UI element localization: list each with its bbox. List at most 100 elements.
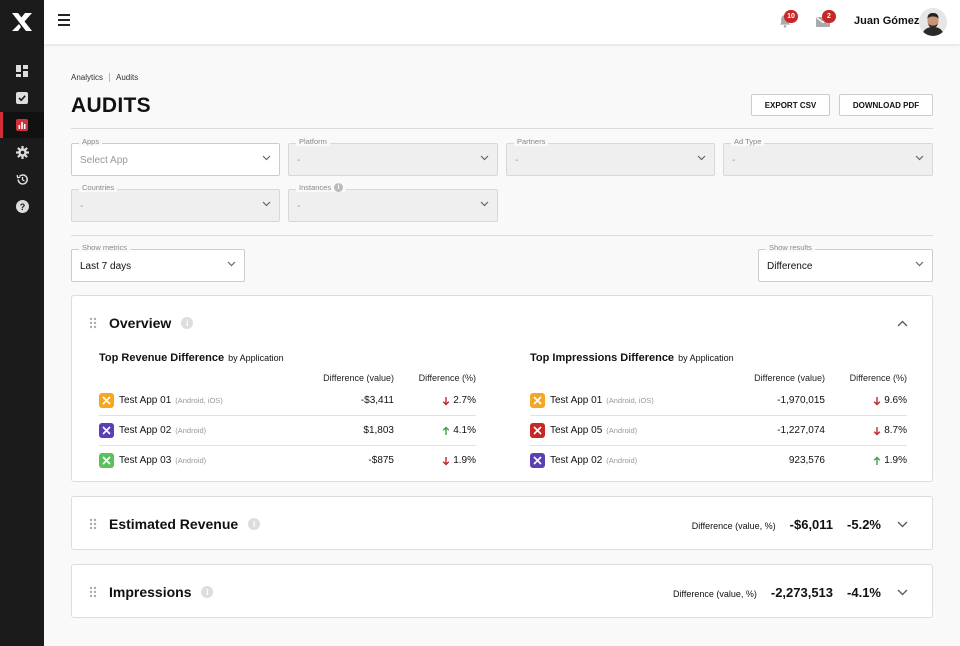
- app-name[interactable]: Test App 02 (Android): [119, 425, 206, 436]
- pct-text: 9.6%: [884, 395, 907, 406]
- summary-pct: -5.2%: [847, 517, 881, 532]
- top-impressions-title: Top Impressions Difference: [530, 352, 675, 364]
- partners-select: Partners -: [506, 137, 715, 176]
- info-icon[interactable]: i: [201, 586, 214, 598]
- download-pdf-button[interactable]: DOWNLOAD PDF: [839, 94, 933, 116]
- app-platform: (Android, iOS): [175, 396, 223, 405]
- summary-value: -$6,011: [789, 517, 834, 532]
- sidebar-item-settings[interactable]: [0, 139, 44, 165]
- difference-value: -1,970,015: [777, 395, 825, 406]
- export-csv-button[interactable]: EXPORT CSV: [751, 94, 830, 116]
- platform-label: Platform: [296, 137, 330, 146]
- arrow-up-icon: [873, 456, 881, 465]
- app-name[interactable]: Test App 01 (Android, iOS): [550, 395, 654, 406]
- chevron-down-icon: [697, 155, 706, 161]
- breadcrumb-analytics[interactable]: Analytics: [71, 73, 104, 82]
- drag-handle-icon[interactable]: [89, 518, 97, 530]
- sidebar-item-analytics[interactable]: [0, 112, 44, 138]
- apps-select[interactable]: Apps Select App: [71, 137, 280, 176]
- messages-button[interactable]: 2: [816, 10, 836, 30]
- top-revenue-title: Top Revenue Difference: [99, 352, 225, 364]
- sidebar-item-dashboard[interactable]: [0, 58, 44, 84]
- difference-value: -$3,411: [360, 395, 394, 406]
- impressions-summary: Difference (value, %) -2,273,513 -4.1%: [673, 585, 881, 600]
- show-metrics-label: Show metrics: [79, 243, 131, 252]
- app-title: Test App 05: [550, 425, 603, 436]
- brand-logo[interactable]: [0, 0, 44, 44]
- chevron-down-icon: [480, 155, 489, 161]
- impressions-title: Impressions: [109, 584, 192, 600]
- summary-pct: -4.1%: [847, 585, 881, 600]
- estimated-revenue-panel: Estimated Revenue i Difference (value, %…: [71, 496, 933, 550]
- info-icon[interactable]: i: [334, 183, 344, 192]
- app-platform: (Android, iOS): [606, 396, 654, 405]
- app-title: Test App 02: [119, 425, 172, 436]
- show-metrics-value: Last 7 days: [80, 261, 132, 272]
- show-results-select[interactable]: Show results Difference: [758, 243, 933, 282]
- top-revenue-title-wrap: Top Revenue Difference by Application: [99, 352, 476, 364]
- chevron-down-icon: [915, 155, 924, 161]
- instances-value: -: [297, 201, 301, 212]
- col-header-pct: Difference (%): [849, 373, 907, 383]
- col-header-pct: Difference (%): [418, 373, 476, 383]
- chevron-down-icon[interactable]: [897, 589, 908, 596]
- sidebar-item-tasks[interactable]: [0, 85, 44, 111]
- arrow-down-icon: [442, 456, 450, 465]
- gear-icon: [15, 145, 29, 159]
- sidebar: ?: [0, 0, 44, 646]
- top-revenue-subtitle: by Application: [228, 353, 284, 363]
- app-platform: (Android): [606, 426, 638, 435]
- ad-type-label: Ad Type: [731, 137, 765, 146]
- overview-title-wrap: Overview i: [109, 315, 194, 331]
- sidebar-item-history[interactable]: [0, 166, 44, 192]
- table-row: Test App 01 (Android, iOS) -$3,411 2.7%: [99, 386, 476, 416]
- user-name[interactable]: Juan Gómez: [854, 15, 920, 27]
- chart-icon: [16, 119, 28, 131]
- overview-title: Overview: [109, 315, 172, 331]
- dashboard-icon: [16, 65, 28, 77]
- info-icon[interactable]: i: [181, 317, 194, 329]
- table-row: Test App 02 (Android) 923,576 1.9%: [530, 446, 907, 476]
- app-platform: (Android): [175, 456, 207, 465]
- notifications-button[interactable]: 10: [778, 10, 798, 30]
- difference-value: $1,803: [363, 425, 394, 436]
- divider: [71, 128, 933, 129]
- countries-label: Countries: [79, 183, 118, 192]
- countries-select: Countries -: [71, 183, 280, 222]
- app-platform: (Android): [606, 456, 638, 465]
- chevron-down-icon: [262, 201, 271, 207]
- app-name[interactable]: Test App 02 (Android): [550, 455, 637, 466]
- chevron-down-icon[interactable]: [897, 521, 908, 528]
- drag-handle-icon[interactable]: [89, 317, 97, 329]
- app-name[interactable]: Test App 05 (Android): [550, 425, 637, 436]
- arrow-up-icon: [442, 426, 450, 435]
- top-impressions-subtitle: by Application: [678, 353, 734, 363]
- hamburger-menu-button[interactable]: [58, 14, 74, 30]
- notifications-badge: 10: [784, 10, 798, 23]
- app-title: Test App 02: [550, 455, 603, 466]
- help-icon: ?: [15, 199, 29, 213]
- difference-value: 923,576: [788, 455, 825, 466]
- chevron-up-icon[interactable]: [897, 320, 908, 327]
- info-icon[interactable]: i: [248, 518, 261, 530]
- page-title: AUDITS: [71, 94, 151, 117]
- sidebar-item-help[interactable]: ?: [0, 193, 44, 219]
- estimated-revenue-title: Estimated Revenue: [109, 516, 239, 532]
- app-name[interactable]: Test App 01 (Android, iOS): [119, 395, 223, 406]
- table-row: Test App 05 (Android) -1,227,074 8.7%: [530, 416, 907, 446]
- table-row: Test App 01 (Android, iOS) -1,970,015 9.6%: [530, 386, 907, 416]
- app-name[interactable]: Test App 03 (Android): [119, 455, 206, 466]
- instances-label-wrap: Instances i: [296, 183, 347, 192]
- summary-label: Difference (value, %): [691, 521, 776, 531]
- topbar: 10 2 Juan Gómez: [44, 0, 960, 44]
- arrow-down-icon: [873, 396, 881, 405]
- drag-handle-icon[interactable]: [89, 586, 97, 598]
- show-metrics-select[interactable]: Show metrics Last 7 days: [71, 243, 245, 282]
- pct-text: 8.7%: [884, 425, 907, 436]
- app-icon: [99, 453, 114, 468]
- show-results-label: Show results: [766, 243, 815, 252]
- avatar[interactable]: [919, 8, 947, 36]
- apps-placeholder: Select App: [80, 155, 128, 166]
- app-icon: [530, 453, 545, 468]
- chevron-down-icon: [915, 261, 924, 267]
